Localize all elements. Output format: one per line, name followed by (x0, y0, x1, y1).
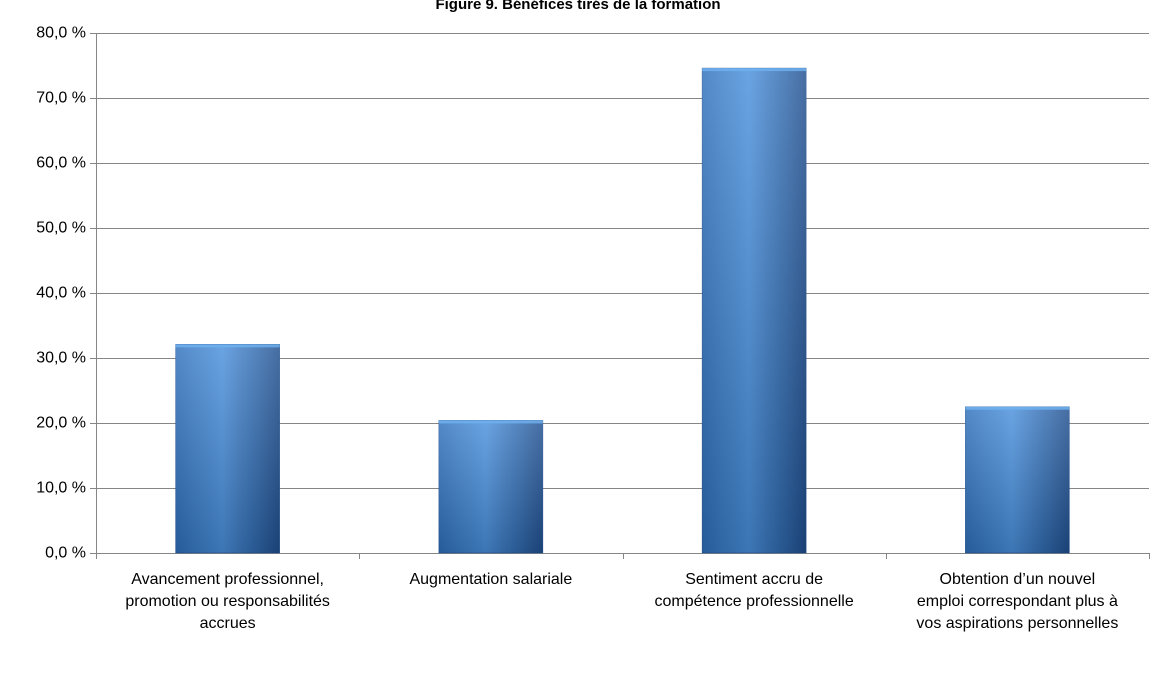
x-category-label: Sentiment accru de compétence professionn… (655, 571, 854, 610)
y-tick-label: 0,0 % (45, 545, 86, 562)
y-tick-label: 50,0 % (36, 220, 86, 237)
x-category-label-line: promotion ou responsabilités (125, 593, 330, 610)
y-tick-label: 30,0 % (36, 350, 86, 367)
x-axis-category-labels: Avancement professionnel, promotion ou re… (125, 571, 1118, 632)
y-tick-label: 60,0 % (36, 155, 86, 172)
bar-top-highlight (175, 344, 280, 348)
bar (175, 344, 280, 554)
y-tick-label: 10,0 % (36, 480, 86, 497)
bar-top-highlight (702, 68, 807, 72)
y-tick-label: 40,0 % (36, 285, 86, 302)
x-category-label-line: emploi correspondant plus à (917, 593, 1118, 610)
y-axis-tick-labels: 0,0 % 10,0 % 20,0 % 30,0 % 40,0 % 50,0 % 60,0 … (36, 25, 86, 562)
x-category-label: Avancement professionnel, promotion ou re… (125, 571, 330, 632)
x-category-label-line: Sentiment accru de (685, 571, 823, 588)
bar-shade (175, 344, 280, 553)
x-category-label: Obtention d’un nouvel emploi correspondan… (916, 571, 1118, 632)
y-tick-label: 20,0 % (36, 415, 86, 432)
x-category-label-line: Obtention d’un nouvel (940, 571, 1096, 588)
x-category-label-line: Avancement professionnel, (131, 571, 324, 588)
bar-top-highlight (965, 406, 1070, 410)
bar-shade (438, 420, 543, 553)
bar (965, 406, 1070, 554)
axes (90, 33, 1150, 559)
chart-title: Figure 9. Bénéfices tirés de la formatio… (435, 0, 720, 13)
x-category-label: Augmentation salariale (409, 571, 572, 588)
x-category-label-line: compétence professionnelle (655, 593, 854, 610)
bar-shade (702, 68, 807, 553)
bar (701, 67, 807, 554)
x-category-label-line: vos aspirations personnelles (916, 615, 1118, 632)
bars (175, 67, 1070, 554)
x-category-label-line: accrues (200, 615, 256, 632)
bar-shade (965, 406, 1070, 553)
bar (438, 420, 544, 554)
y-tick-label: 70,0 % (36, 90, 86, 107)
x-category-label-line: Augmentation salariale (409, 571, 572, 588)
bar-top-highlight (438, 420, 543, 424)
y-tick-label: 80,0 % (36, 25, 86, 42)
